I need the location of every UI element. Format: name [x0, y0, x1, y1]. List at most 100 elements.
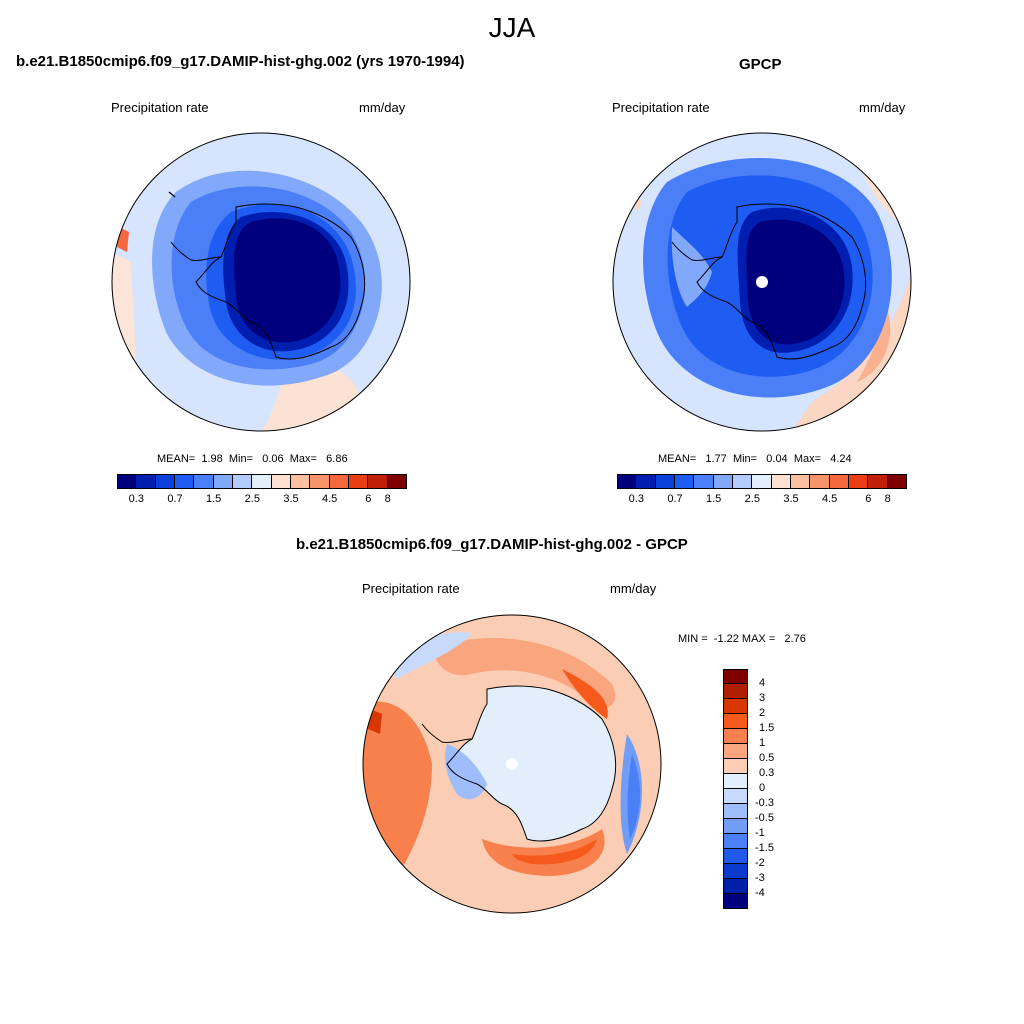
panel1-colorbar-tick-label: 4.5 [322, 493, 338, 505]
panel3-east-core [627, 754, 641, 839]
panel2-colorbar-swatch-11 [829, 474, 849, 489]
panel1-colorbar-swatch-10 [310, 474, 330, 489]
panel2-colorbar-swatch-0 [617, 474, 637, 489]
panel3-colorbar-tick-label: 0.3 [759, 767, 775, 779]
panel3-colorbar-swatch-13 [723, 864, 748, 879]
panel1-colorbar-swatch-3 [175, 474, 195, 489]
panel3-colorbar-tick-label: -0.3 [755, 797, 774, 809]
panel1-colorbar-swatch-5 [213, 474, 233, 489]
panel2-colorbar-swatch-13 [868, 474, 888, 489]
panel1-colorbar-tick-label: 0.7 [167, 493, 183, 505]
panel2-colorbar-swatch-1 [636, 474, 656, 489]
panel3-colorbar-swatch-8 [723, 789, 748, 804]
panel2-colorbar-swatch-6 [733, 474, 753, 489]
panel1-colorbar-tick-label: 0.3 [128, 493, 144, 505]
panel1-colorbar-swatch-9 [291, 474, 311, 489]
panel2-peninsula-coastline [671, 241, 723, 261]
panel2-colorbar-tick-label: 3.5 [783, 493, 799, 505]
panel3-polar-map [362, 614, 662, 914]
panel2-colorbar-tick-label: 8 [884, 493, 891, 505]
panel1-variable-label: Precipitation rate [111, 100, 209, 115]
panel1-colorbar-swatch-13 [368, 474, 388, 489]
panel2-colorbar-swatch-12 [849, 474, 869, 489]
panel1-colorbar: 0.3 0.7 1.5 2.5 3.5 4.5 6 8 [117, 474, 407, 505]
panel3-colorbar-swatch-0 [723, 669, 748, 684]
panel1-colorbar-swatch-0 [117, 474, 137, 489]
panel2-colorbar-swatch-14 [887, 474, 907, 489]
panel3-colorbar-swatch-10 [723, 819, 748, 834]
panel2-colorbar-swatch-4 [694, 474, 714, 489]
panel3-map-border [362, 614, 662, 914]
panel1-south-america-tip [168, 191, 176, 198]
panel2-title: GPCP [739, 56, 782, 73]
panel3-peninsula-anomaly [445, 744, 487, 800]
panel1-colorbar-swatch-11 [329, 474, 349, 489]
panel2-colorbar-tick-label: 0.3 [628, 493, 644, 505]
panel3-ne-maximum [562, 669, 608, 719]
panel3-peninsula-coastline [421, 723, 473, 743]
panel1-colorbar-swatch-7 [252, 474, 272, 489]
panel3-colorbar-swatch-14 [723, 879, 748, 894]
panel1-max-label: Max= [289, 453, 317, 465]
panel3-variable-label: Precipitation rate [362, 581, 460, 596]
panel1-colorbar-swatch-8 [271, 474, 291, 489]
panel1-colorbar-tick-label: 2.5 [244, 493, 260, 505]
panel1-stats: MEAN= 1.98 Min= 0.06 Max= 6.86 [157, 453, 348, 465]
panel1-peninsula-coastline [170, 241, 222, 261]
panel3-max-label: MAX = [741, 633, 776, 645]
panel2-colorbar-tick-label: 0.7 [667, 493, 683, 505]
panel3-colorbar-tick-label: -1.5 [755, 842, 774, 854]
panel3-min-value: -1.22 [713, 633, 739, 645]
panel3-stats: MIN = -1.22 MAX = 2.76 [678, 633, 806, 645]
panel2-map-border [612, 132, 912, 432]
panel2-peninsula-region [671, 227, 712, 307]
panel2-units-label: mm/day [859, 100, 906, 115]
panel2-colorbar-swatch-8 [771, 474, 791, 489]
panel3-colorbar-tick-label: -2 [755, 857, 765, 869]
panel1-interior-dry [234, 218, 341, 343]
panel2-colorbar-swatch-3 [675, 474, 695, 489]
panel2-colorbar-swatch-10 [810, 474, 830, 489]
panel2-interior-dry [746, 219, 845, 345]
panel3-colorbar-tick-label: 4 [759, 677, 766, 689]
panel2-colorbar-tick-label: 1.5 [706, 493, 722, 505]
panel1-colorbar-swatch-4 [194, 474, 214, 489]
panel1-colorbar-swatch-14 [387, 474, 407, 489]
panel1-title: b.e21.B1850cmip6.f09_g17.DAMIP-hist-ghg.… [16, 53, 465, 70]
panel3-nw-anomaly [382, 632, 472, 679]
panel3-colorbar-tick-label: 1.5 [759, 722, 775, 734]
panel1-colorbar-tick-label: 8 [384, 493, 391, 505]
panel1-colorbar-tick-label: 1.5 [206, 493, 222, 505]
panel1-units-label: mm/day [359, 100, 406, 115]
panel3-north-arc [432, 638, 616, 708]
panel3-colorbar-swatch-4 [723, 729, 748, 744]
panel2-antarctica-coastline [696, 203, 867, 360]
panel1-antarctica-coastline [195, 203, 366, 360]
panel3-colorbar-swatch-7 [723, 774, 748, 789]
panel3-colorbar-tick-label: -4 [755, 887, 765, 899]
panel2-stats: MEAN= 1.77 Min= 0.04 Max= 4.24 [658, 453, 852, 465]
panel2-mean-value: 1.77 [705, 453, 727, 465]
panel3-colorbar-swatch-3 [723, 714, 748, 729]
panel2-colorbar-swatch-7 [752, 474, 772, 489]
panel3-colorbar-swatch-15 [723, 894, 748, 909]
season-title: JJA [488, 12, 536, 43]
panel3-colorbar-swatch-12 [723, 849, 748, 864]
panel3-max-value: 2.76 [784, 633, 806, 645]
panel3-antarctica-coastline [446, 685, 617, 842]
panel1-colorbar-swatch-6 [233, 474, 253, 489]
panel3-colorbar-tick-label: -0.5 [755, 812, 774, 824]
panel2-colorbar-swatch-9 [791, 474, 811, 489]
panel3-antarctic-interior [447, 685, 616, 841]
panel3-units-label: mm/day [610, 581, 657, 596]
panel3-south-maximum [512, 839, 597, 865]
panel3-colorbar-tick-label: 3 [759, 692, 766, 704]
panel2-colorbar: 0.3 0.7 1.5 2.5 3.5 4.5 6 8 [617, 474, 907, 505]
panel3-colorbar-tick-label: 0.5 [759, 752, 775, 764]
panel2-colorbar-swatch-2 [655, 474, 675, 489]
panel2-max-label: Max= [793, 453, 822, 465]
panel2-pole-hole [756, 276, 768, 288]
panel2-colorbar-tick-label: 4.5 [822, 493, 838, 505]
panel2-colorbar-swatch-5 [713, 474, 733, 489]
panel3-title: b.e21.B1850cmip6.f09_g17.DAMIP-hist-ghg.… [296, 536, 688, 553]
